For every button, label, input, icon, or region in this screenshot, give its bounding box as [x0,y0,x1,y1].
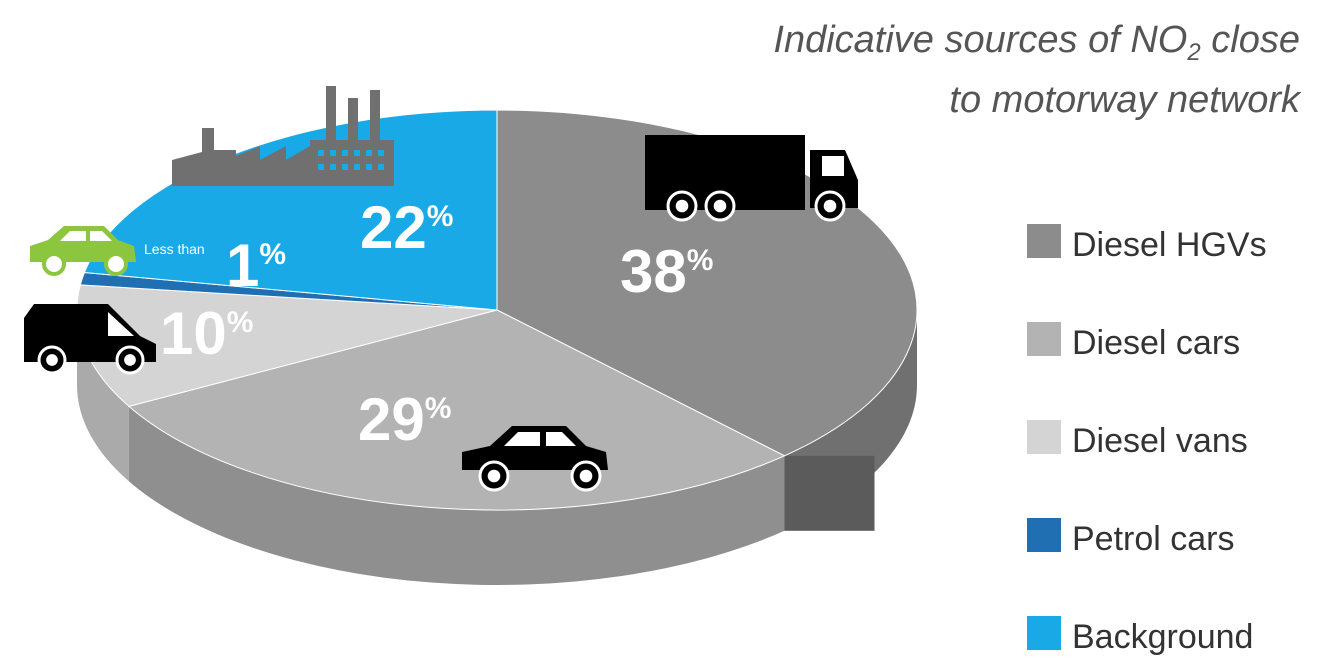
percent-sign: % [425,392,452,425]
legend-label: Petrol cars [1072,520,1235,558]
factory-icon [172,86,394,186]
legend-swatch [1027,322,1061,356]
title-line-1: Indicative sources of NO2 close [773,19,1300,66]
legend-item-diesel-cars: Diesel cars [1027,322,1240,362]
percent-sign: % [687,244,714,277]
legend-label: Background [1072,618,1253,656]
legend-item-diesel-hgvs: Diesel HGVs [1027,224,1267,264]
legend-swatch [1027,518,1061,552]
slice-diesel-cars [127,309,786,511]
legend-swatch [1027,224,1061,258]
chart-title: Indicative sources of NO2 close to motor… [773,19,1302,121]
legend-item-petrol-cars: Petrol cars [1027,518,1235,558]
side-diesel-cars [128,406,785,586]
pie-side-layer [77,310,917,586]
green-car-icon [30,226,136,276]
legend-label: Diesel HGVs [1072,226,1267,264]
legend-swatch [1027,420,1061,454]
percent-sign: % [427,200,454,233]
less-than-note: Less than [144,241,205,257]
side-shadow-diesel-hgvs [784,455,875,531]
percent-sign: % [259,238,286,271]
icon-layer [24,86,858,492]
title-line-2: to motorway network [949,79,1302,121]
car-icon [462,426,608,492]
legend-label: Diesel cars [1072,324,1240,362]
legend: Diesel HGVs Diesel cars Diesel vans Petrol … [1027,224,1267,656]
van-icon [24,304,156,375]
legend-swatch [1027,616,1061,650]
percent-sign: % [227,306,254,339]
label-layer: 38%29%10%1%Less than 22% [144,194,713,453]
legend-item-background: Background [1027,616,1253,656]
legend-item-diesel-vans: Diesel vans [1027,420,1248,460]
side-diesel-vans [77,310,129,482]
truck-icon [645,135,858,222]
legend-label: Diesel vans [1072,422,1248,460]
